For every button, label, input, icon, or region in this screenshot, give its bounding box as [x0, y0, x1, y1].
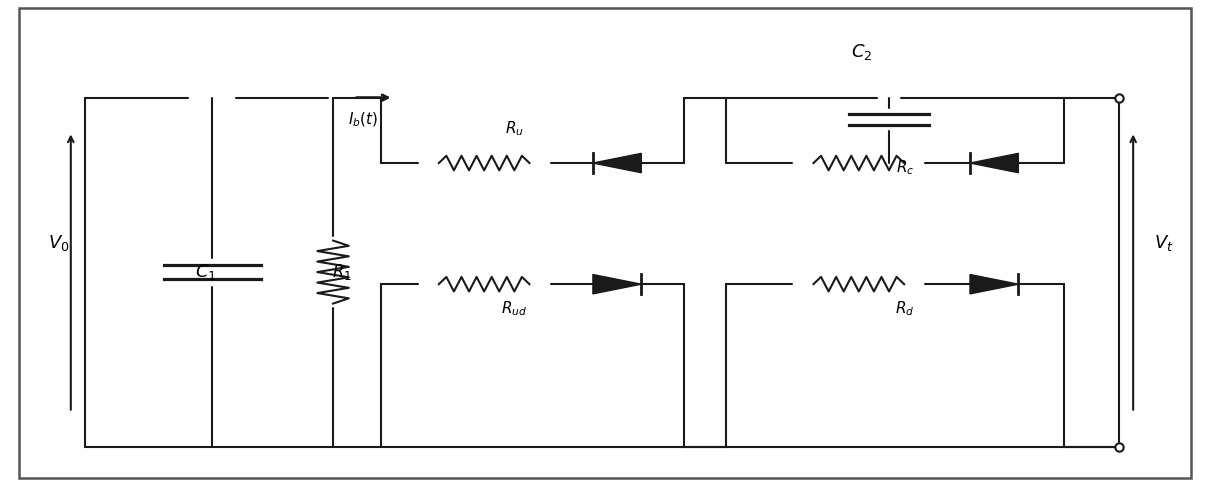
- Text: $R_d$: $R_d$: [895, 299, 915, 318]
- Text: $R_u$: $R_u$: [505, 120, 524, 139]
- Text: $I_b(t)$: $I_b(t)$: [348, 110, 379, 129]
- Text: $C_2$: $C_2$: [851, 42, 872, 62]
- Text: $V_0$: $V_0$: [48, 233, 69, 253]
- Text: $R_{ud}$: $R_{ud}$: [501, 299, 528, 318]
- Polygon shape: [970, 154, 1019, 173]
- Polygon shape: [593, 154, 641, 173]
- Text: $R_1$: $R_1$: [332, 262, 351, 282]
- Text: $R_c$: $R_c$: [895, 158, 914, 177]
- Text: $C_1$: $C_1$: [196, 262, 217, 282]
- Polygon shape: [593, 275, 641, 294]
- Polygon shape: [970, 275, 1019, 294]
- Text: $V_t$: $V_t$: [1153, 233, 1174, 253]
